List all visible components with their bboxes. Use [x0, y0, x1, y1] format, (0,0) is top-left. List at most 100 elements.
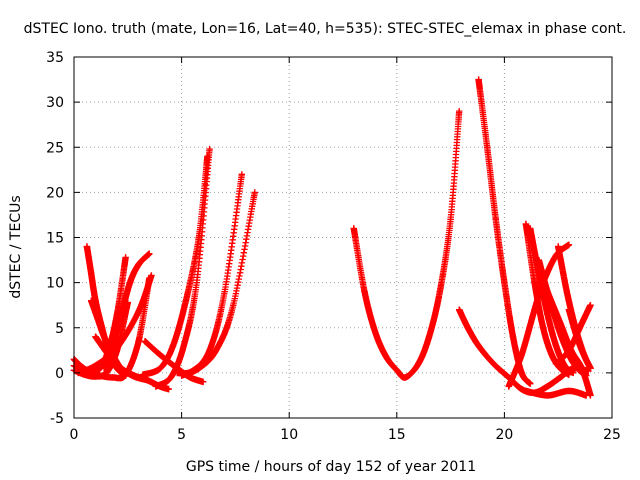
data-point: [505, 383, 512, 390]
data-point: [94, 315, 101, 322]
data-point: [167, 374, 175, 381]
chart-title: dSTEC Iono. truth (mate, Lon=16, Lat=40,…: [24, 21, 627, 37]
data-point: [88, 270, 95, 277]
data-point: [527, 380, 534, 387]
data-point: [565, 241, 573, 248]
y-axis-label: dSTEC / TECUs: [8, 195, 24, 298]
data-point: [557, 374, 564, 381]
data-point: [456, 107, 463, 115]
data-point: [152, 383, 159, 390]
y-tick-label: 15: [46, 231, 64, 247]
data-point: [156, 365, 164, 372]
data-point: [135, 308, 142, 315]
data-point: [456, 306, 463, 313]
y-tick-label: 35: [46, 50, 64, 66]
data-point: [350, 225, 357, 232]
data-point: [522, 220, 530, 228]
data-point: [221, 288, 228, 295]
data-point: [475, 342, 482, 349]
data-point: [212, 347, 220, 354]
x-tick-label: 20: [495, 427, 513, 443]
data-point: [118, 365, 125, 372]
data-point: [230, 301, 237, 309]
data-point: [425, 333, 433, 340]
data-point: [402, 374, 409, 381]
data-point: [544, 311, 551, 318]
data-point: [141, 338, 149, 345]
data-point: [555, 243, 562, 250]
data-point: [570, 369, 577, 377]
x-tick-label: 25: [603, 427, 621, 443]
data-point: [372, 329, 379, 336]
series-24: [552, 301, 594, 368]
data-point: [501, 279, 508, 286]
data-point: [165, 385, 172, 393]
series-18: [522, 220, 573, 378]
x-tick-label: 10: [280, 427, 298, 443]
data-point: [206, 145, 213, 153]
data-point: [578, 365, 586, 372]
data-point: [206, 347, 213, 354]
data-point: [178, 372, 185, 379]
data-point: [195, 365, 203, 372]
data-point: [544, 288, 551, 295]
data-point: [135, 261, 142, 268]
data-point: [527, 225, 534, 232]
data-point: [156, 351, 164, 359]
data-point: [436, 288, 444, 295]
data-point: [148, 272, 155, 279]
data-point: [483, 144, 491, 151]
data-point: [135, 338, 142, 345]
series-14-markers: [350, 109, 463, 381]
series-6: [92, 333, 172, 393]
data-point: [96, 372, 104, 379]
data-point: [464, 324, 472, 331]
data-point: [578, 347, 586, 354]
data-point: [565, 387, 573, 395]
data-point: [415, 360, 422, 368]
data-point: [92, 333, 99, 340]
series-14: [350, 107, 463, 381]
series-11: [152, 145, 213, 390]
data-point: [182, 297, 190, 304]
data-point: [492, 216, 499, 223]
data-point: [548, 351, 555, 359]
data-point: [193, 279, 200, 286]
data-marks: [70, 76, 594, 399]
data-point: [169, 342, 177, 349]
data-point: [565, 306, 573, 313]
data-point: [518, 369, 525, 377]
data-point: [126, 279, 134, 286]
data-point: [361, 288, 368, 295]
data-point: [475, 76, 482, 83]
data-point: [174, 369, 181, 377]
y-tick-label: 30: [46, 95, 64, 111]
data-point: [143, 376, 151, 384]
data-point: [509, 333, 517, 340]
data-point: [88, 297, 95, 304]
data-point: [490, 360, 497, 368]
data-point: [531, 279, 538, 286]
data-point: [393, 366, 400, 374]
x-axis-label: GPS time / hours of day 152 of year 2011: [186, 459, 476, 475]
y-tick-label: 10: [46, 276, 64, 292]
data-point: [535, 256, 543, 264]
data-point: [100, 333, 108, 340]
data-point: [518, 385, 525, 393]
data-point: [118, 311, 125, 318]
series-8: [75, 272, 155, 377]
series-25-markers: [522, 387, 590, 399]
data-point: [113, 344, 121, 351]
data-point: [544, 383, 551, 390]
series-25: [522, 387, 590, 399]
data-point: [447, 216, 454, 223]
data-point: [557, 320, 564, 327]
series-19: [527, 225, 577, 377]
data-point: [100, 365, 108, 372]
data-point: [582, 392, 590, 399]
data-point: [180, 342, 187, 349]
data-point: [382, 353, 390, 360]
data-point: [563, 288, 571, 295]
data-point: [238, 171, 246, 178]
